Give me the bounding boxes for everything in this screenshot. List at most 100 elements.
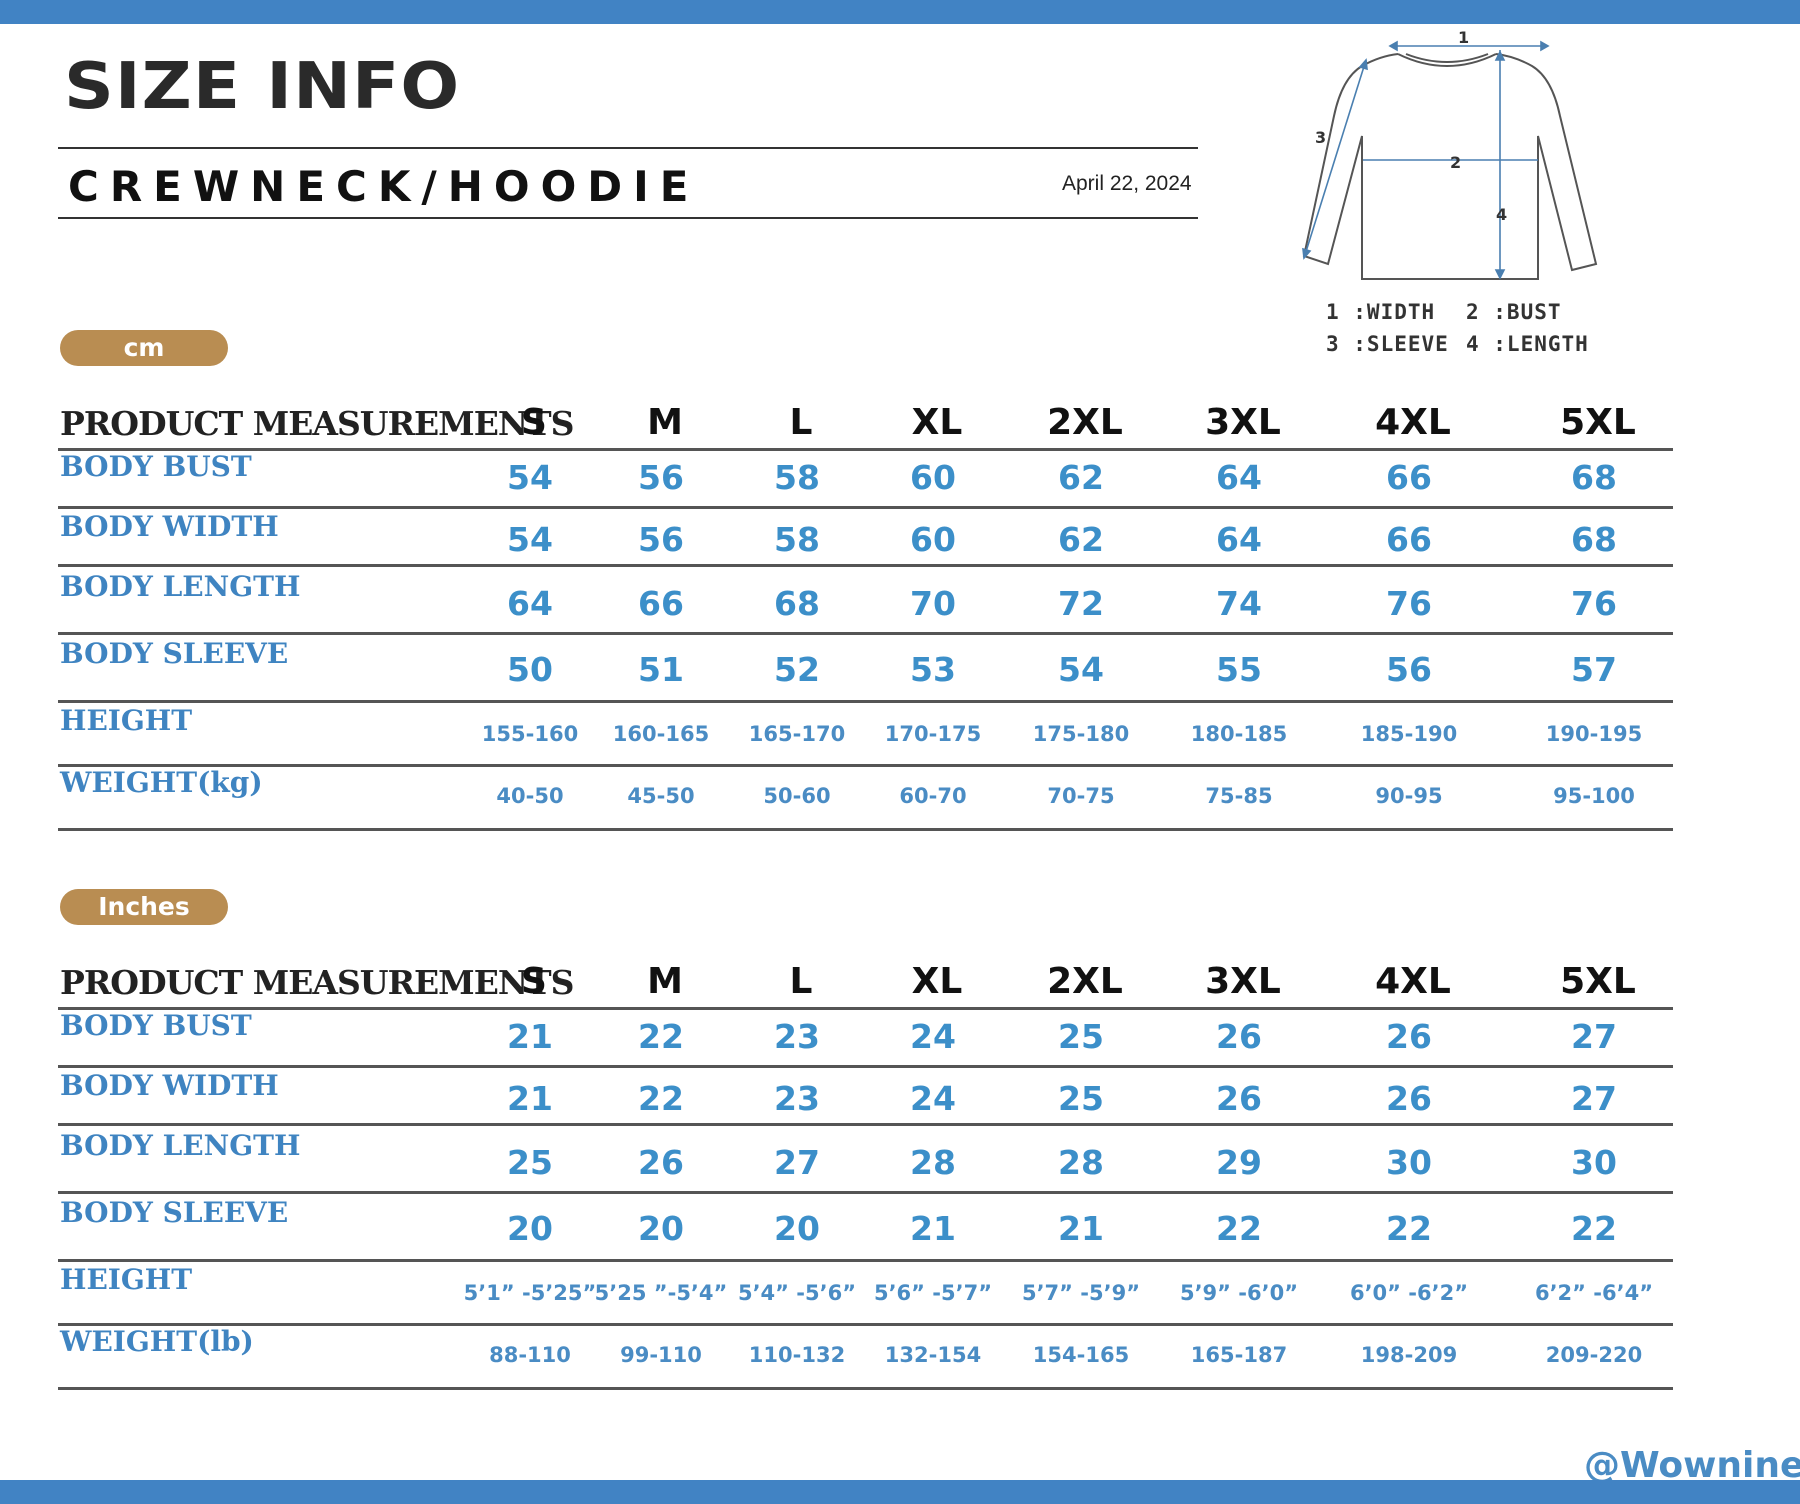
table-cell: 132-154 <box>884 1343 982 1367</box>
size-column-header: 4XL <box>1375 402 1451 443</box>
table-rule <box>58 1387 1673 1390</box>
table-cell: 57 <box>1571 650 1617 689</box>
table-cell: 24 <box>910 1079 956 1118</box>
table-header-label: PRODUCT MEASUREMENTS <box>60 404 574 443</box>
legend-sleeve: 3 :SLEEVE <box>1326 332 1449 356</box>
table-cell: 54 <box>1058 650 1104 689</box>
table-cell: 5’1” -5’25” <box>463 1281 597 1305</box>
table-cell: 62 <box>1058 458 1104 497</box>
table-cell: 30 <box>1571 1143 1617 1182</box>
table-cell: 51 <box>638 650 684 689</box>
table-cell: 95-100 <box>1553 784 1635 808</box>
table-cell: 88-110 <box>489 1343 571 1367</box>
row-label: BODY SLEEVE <box>60 637 289 670</box>
table-cell: 72 <box>1058 584 1104 623</box>
table-cell: 76 <box>1571 584 1617 623</box>
table-rule <box>58 632 1673 635</box>
table-rule <box>58 828 1673 831</box>
unit-pill-inches: Inches <box>60 889 228 925</box>
table-rule <box>58 1191 1673 1194</box>
marker-4: 4 <box>1496 205 1507 224</box>
legend-length: 4 :LENGTH <box>1466 332 1589 356</box>
row-label: WEIGHT(lb) <box>60 1325 254 1358</box>
unit-pill-cm: cm <box>60 330 228 366</box>
table-cell: 70-75 <box>1047 784 1115 808</box>
table-cell: 209-220 <box>1545 1343 1643 1367</box>
table-cell: 52 <box>774 650 820 689</box>
table-cell: 66 <box>638 584 684 623</box>
size-column-header: S <box>521 402 547 443</box>
table-cell: 5’4” -5’6” <box>737 1281 857 1305</box>
product-type-heading: CREWNECK/HOODIE <box>68 162 700 211</box>
table-cell: 175-180 <box>1032 722 1130 746</box>
table-cell: 170-175 <box>884 722 982 746</box>
table-cell: 20 <box>507 1209 553 1248</box>
table-cell: 21 <box>507 1017 553 1056</box>
table-rule <box>58 700 1673 703</box>
marker-2: 2 <box>1450 153 1461 172</box>
table-rule <box>58 1007 1673 1010</box>
table-cell: 66 <box>1386 458 1432 497</box>
table-cell: 26 <box>1386 1079 1432 1118</box>
table-cell: 28 <box>910 1143 956 1182</box>
table-rule <box>58 564 1673 567</box>
table-header-label: PRODUCT MEASUREMENTS <box>60 963 574 1002</box>
table-cell: 74 <box>1216 584 1262 623</box>
table-cell: 5’6” -5’7” <box>873 1281 993 1305</box>
table-rule <box>58 764 1673 767</box>
table-cell: 56 <box>1386 650 1432 689</box>
size-column-header: 2XL <box>1047 961 1123 1002</box>
table-cell: 60 <box>910 458 956 497</box>
table-cell: 54 <box>507 458 553 497</box>
table-cell: 5’9” -6’0” <box>1179 1281 1299 1305</box>
row-label: BODY BUST <box>60 450 252 483</box>
table-cell: 154-165 <box>1032 1343 1130 1367</box>
table-cell: 24 <box>910 1017 956 1056</box>
size-column-header: 4XL <box>1375 961 1451 1002</box>
table-cell: 56 <box>638 520 684 559</box>
table-cell: 75-85 <box>1205 784 1273 808</box>
row-label: BODY WIDTH <box>60 1069 279 1102</box>
table-cell: 66 <box>1386 520 1432 559</box>
table-cell: 50 <box>507 650 553 689</box>
table-cell: 165-187 <box>1190 1343 1288 1367</box>
table-cell: 29 <box>1216 1143 1262 1182</box>
size-column-header: S <box>521 961 547 1002</box>
table-cell: 5’25 ”-5’4” <box>594 1281 728 1305</box>
watermark: @Wownine <box>1584 1445 1800 1486</box>
table-cell: 23 <box>774 1079 820 1118</box>
row-label: WEIGHT(kg) <box>60 766 263 799</box>
table-cell: 60-70 <box>899 784 967 808</box>
table-cell: 30 <box>1386 1143 1432 1182</box>
table-cell: 64 <box>507 584 553 623</box>
table-cell: 40-50 <box>496 784 564 808</box>
table-rule <box>58 1065 1673 1068</box>
size-column-header: XL <box>911 402 963 443</box>
size-column-header: M <box>647 402 683 443</box>
table-cell: 185-190 <box>1360 722 1458 746</box>
size-column-header: M <box>647 961 683 1002</box>
row-label: HEIGHT <box>60 1263 193 1296</box>
size-column-header: 5XL <box>1560 961 1636 1002</box>
table-cell: 68 <box>1571 520 1617 559</box>
table-cell: 64 <box>1216 520 1262 559</box>
table-cell: 25 <box>1058 1017 1104 1056</box>
table-cell: 6’2” -6’4” <box>1534 1281 1654 1305</box>
bottom-accent-bar <box>0 1480 1800 1504</box>
table-cell: 25 <box>1058 1079 1104 1118</box>
table-cell: 23 <box>774 1017 820 1056</box>
table-cell: 5’7” -5’9” <box>1021 1281 1141 1305</box>
date-label: April 22, 2024 <box>1062 172 1192 195</box>
table-cell: 165-170 <box>748 722 846 746</box>
table-rule <box>58 1259 1673 1262</box>
page-title: SIZE INFO <box>64 50 461 124</box>
size-column-header: L <box>789 402 813 443</box>
table-cell: 54 <box>507 520 553 559</box>
table-cell: 198-209 <box>1360 1343 1458 1367</box>
row-label: HEIGHT <box>60 704 193 737</box>
table-cell: 160-165 <box>612 722 710 746</box>
table-cell: 58 <box>774 520 820 559</box>
table-cell: 190-195 <box>1545 722 1643 746</box>
table-cell: 22 <box>638 1079 684 1118</box>
table-cell: 70 <box>910 584 956 623</box>
